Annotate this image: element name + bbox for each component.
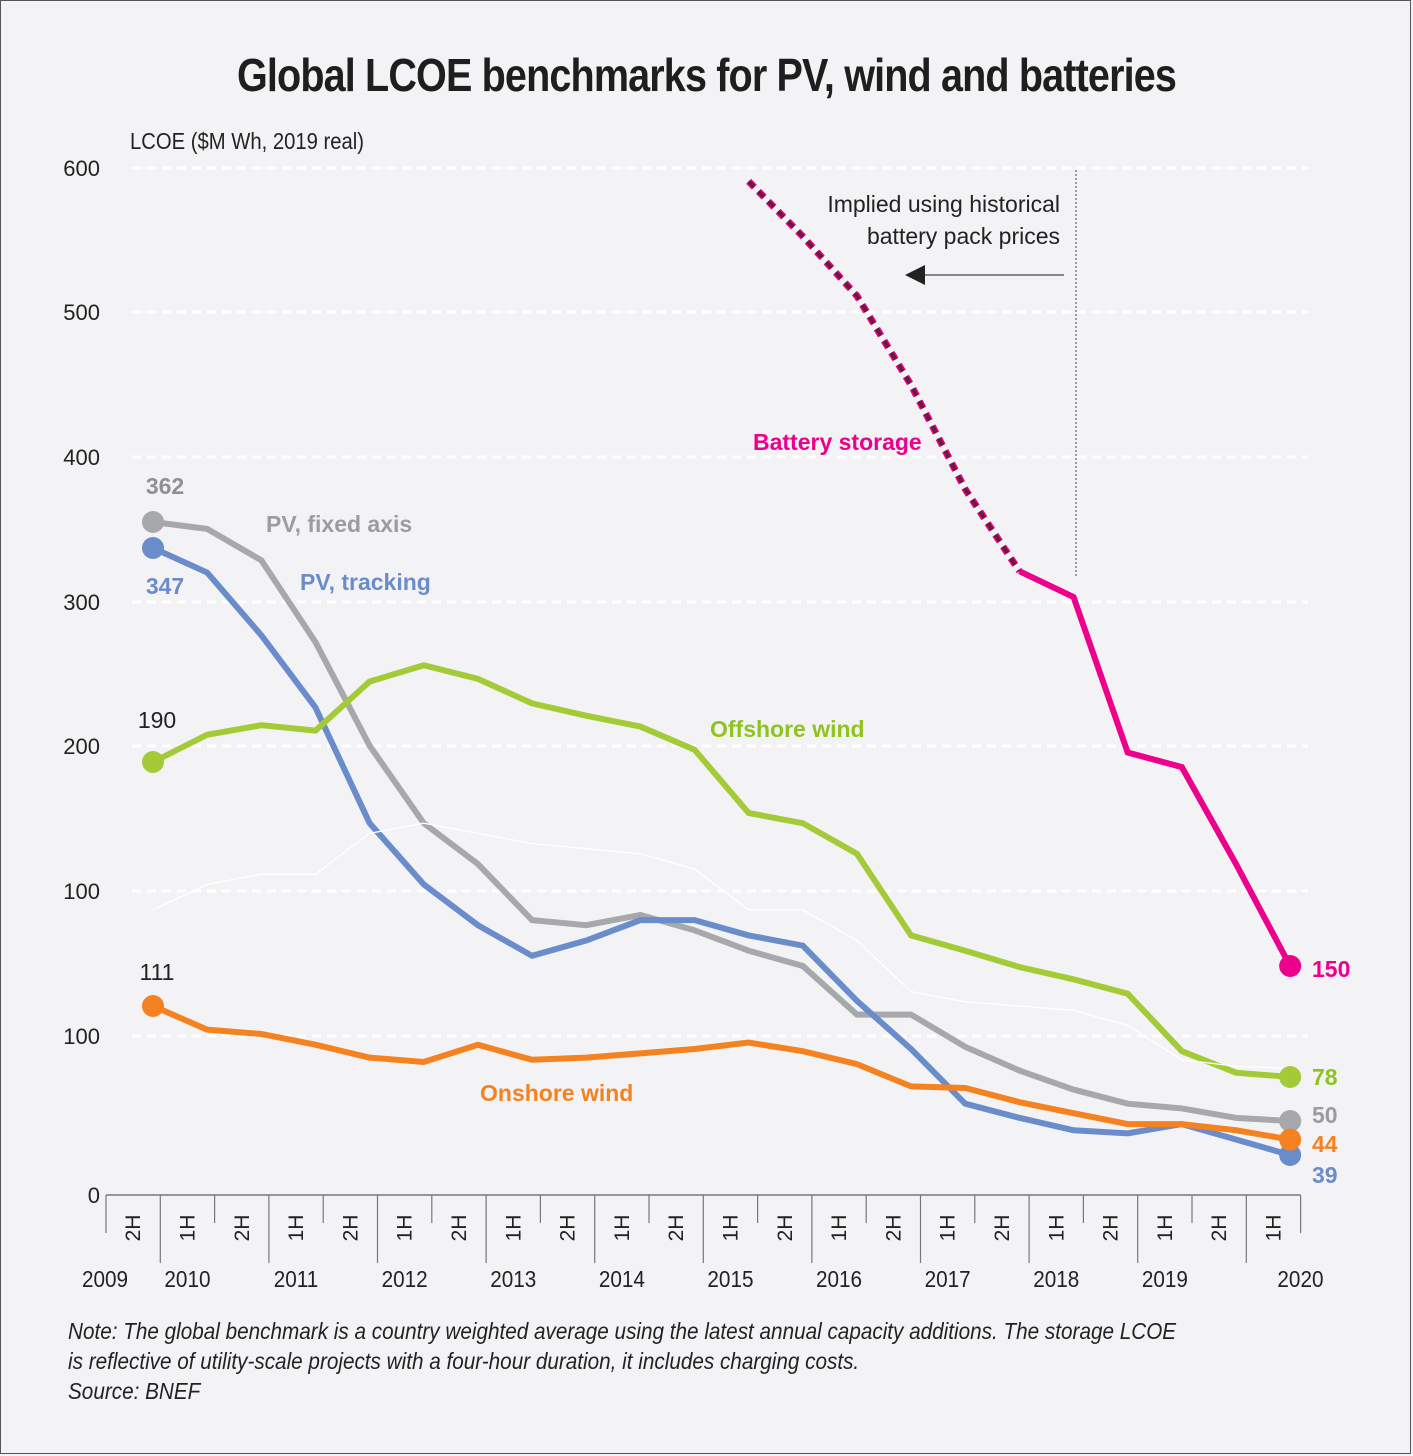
offshore-wind-line <box>151 662 1291 1080</box>
y-tick-label: 600 <box>63 156 100 181</box>
annotation-text: battery pack prices <box>867 223 1060 249</box>
x-year-label: 2015 <box>707 1266 753 1292</box>
x-axis: 2H 1H 2H 1H 2H 1H 2H 1H 2H 1H 2H 1H 2H 1H 2H 1H 2H 1H 2H 1H… <box>82 1194 1323 1292</box>
series-labels: 362 347 190 111 50 44 39 78 150 PV, fixed axis PV,… <box>138 429 1351 1188</box>
series-name-label: PV, fixed axis <box>266 511 412 537</box>
y-axis-label: LCOE ($M Wh, 2019 real) <box>130 128 364 154</box>
end-value-label: 50 <box>1312 1102 1338 1128</box>
y-tick-label: 500 <box>63 300 100 325</box>
x-half-label: 1H <box>1262 1215 1285 1242</box>
pv-fixed-axis-end-marker <box>1279 1110 1302 1132</box>
x-half-label: 1H <box>502 1215 525 1242</box>
x-half-label: 1H <box>285 1215 308 1242</box>
note-line-1: Note: The global benchmark is a country … <box>68 1318 1177 1344</box>
onshore-wind-start-marker <box>142 995 164 1017</box>
pv-tracking-end-marker <box>1279 1144 1302 1166</box>
note-line-2: is reflective of utility-scale projects … <box>68 1348 860 1374</box>
source-line: Source: BNEF <box>68 1378 201 1404</box>
offshore-wind-start-marker <box>142 751 164 773</box>
x-half-label: 2H <box>122 1215 145 1242</box>
x-year-label: 2010 <box>164 1266 210 1292</box>
x-half-label: 2H <box>665 1215 688 1242</box>
pv-fixed-axis-line <box>152 519 1291 1124</box>
x-half-label: 2H <box>882 1215 905 1242</box>
x-half-label: 2H <box>448 1215 471 1242</box>
end-value-label: 150 <box>1312 956 1350 982</box>
x-year-label: 2009 <box>82 1266 128 1292</box>
end-value-label: 44 <box>1312 1131 1338 1157</box>
y-tick-label: 0 <box>88 1183 100 1208</box>
series-lines <box>151 178 1293 1158</box>
footnote: Note: The global benchmark is a country … <box>68 1316 1238 1406</box>
pv-tracking-line <box>151 545 1291 1158</box>
x-half-label: 2H <box>774 1215 797 1242</box>
annotation-text: Implied using historical <box>827 191 1060 217</box>
x-half-label: 1H <box>719 1215 742 1242</box>
x-half-label: 2H <box>339 1215 362 1242</box>
x-half-label: 2H <box>1208 1215 1231 1242</box>
x-year-label: 2012 <box>382 1266 428 1292</box>
x-half-label: 1H <box>1154 1215 1177 1242</box>
x-half-label: 1H <box>176 1215 199 1242</box>
battery-storage-line <box>1018 568 1293 968</box>
start-value-label: 190 <box>138 707 176 733</box>
series-markers <box>142 511 1302 1166</box>
series-name-label: PV, tracking <box>300 569 431 595</box>
start-value-label: 362 <box>146 473 184 499</box>
battery-storage-end-marker <box>1279 955 1302 977</box>
x-year-label: 2018 <box>1033 1266 1079 1292</box>
x-year-label: 2016 <box>816 1266 862 1292</box>
x-half-label: 1H <box>611 1215 634 1242</box>
pv-tracking-start-marker <box>142 537 164 559</box>
y-tick-label: 200 <box>63 734 100 759</box>
series-name-label: Onshore wind <box>480 1080 633 1106</box>
onshore-wind-end-marker <box>1279 1128 1302 1151</box>
x-half-label: 2H <box>1100 1215 1123 1242</box>
end-value-label: 39 <box>1312 1162 1338 1188</box>
end-value-label: 78 <box>1312 1064 1338 1090</box>
pv-fixed-axis-start-marker <box>142 511 164 533</box>
y-tick-labels: 0 100 100 200 300 400 500 600 <box>63 156 100 1208</box>
x-half-label: 2H <box>991 1215 1014 1242</box>
x-half-label: 1H <box>828 1215 851 1242</box>
x-half-label: 1H <box>394 1215 417 1242</box>
x-year-label: 2019 <box>1142 1266 1188 1292</box>
battery-storage-implied-line <box>747 179 1022 573</box>
x-half-label: 2H <box>231 1215 254 1242</box>
x-year-label: 2013 <box>490 1266 536 1292</box>
gridlines <box>132 166 1308 1038</box>
x-year-label: 2014 <box>599 1266 645 1292</box>
x-year-label: 2011 <box>274 1266 319 1292</box>
offshore-wind-end-marker <box>1279 1066 1302 1088</box>
chart-title: Global LCOE benchmarks for PV, wind and … <box>236 49 1177 101</box>
x-half-label: 1H <box>1045 1215 1068 1242</box>
x-year-label: 2020 <box>1277 1266 1323 1292</box>
series-name-label: Battery storage <box>753 429 922 455</box>
start-value-label: 347 <box>146 573 184 599</box>
annotation-implied: Implied using historical battery pack pri… <box>827 170 1077 578</box>
reference-line <box>152 822 1291 1070</box>
start-value-label: 111 <box>140 959 175 985</box>
y-tick-label: 100 <box>63 1024 100 1049</box>
onshore-wind-line <box>151 1003 1291 1143</box>
y-tick-label: 400 <box>63 445 100 470</box>
arrow-left-icon <box>905 265 925 285</box>
y-tick-label: 100 <box>63 879 100 904</box>
x-half-label: 1H <box>937 1215 960 1242</box>
x-half-label: 2H <box>557 1215 580 1242</box>
y-tick-label: 300 <box>63 590 100 615</box>
series-name-label: Offshore wind <box>710 716 865 742</box>
x-year-label: 2017 <box>925 1266 971 1292</box>
